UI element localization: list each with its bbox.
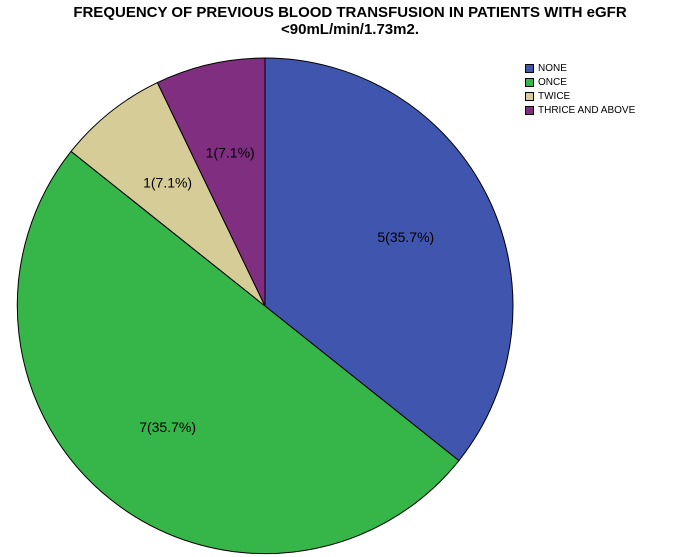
pie-slice-none	[264, 57, 514, 462]
pie-label-thrice-and-above: 1(7.1%)	[206, 144, 255, 160]
legend-item-thrice-and-above: THRICE AND ABOVE	[525, 103, 635, 117]
pie-label-once: 7(35.7%)	[139, 419, 196, 435]
pie-slice-once	[16, 150, 460, 555]
legend-item-once: ONCE	[525, 75, 635, 89]
legend-label-once: ONCE	[538, 76, 567, 88]
chart-title-line-1: FREQUENCY OF PREVIOUS BLOOD TRANSFUSION …	[73, 4, 627, 21]
legend-swatch-twice	[525, 91, 534, 101]
pie-slice-twice	[70, 81, 266, 307]
pie-slice-thrice-and-above	[156, 57, 266, 307]
legend-item-twice: TWICE	[525, 89, 635, 103]
pie-label-none: 5(35.7%)	[377, 229, 434, 245]
chart-title-line-2: <90mL/min/1.73m2.	[281, 21, 419, 38]
legend-label-twice: TWICE	[538, 90, 571, 102]
legend: NONE ONCE TWICE THRICE AND ABOVE	[525, 61, 635, 117]
pie-labels: 5(35.7%) 7(35.7%) 1(7.1%) 1(7.1%)	[139, 144, 434, 435]
pie-label-twice: 1(7.1%)	[143, 175, 192, 191]
legend-swatch-none	[525, 63, 534, 73]
legend-label-none: NONE	[538, 62, 567, 74]
legend-swatch-once	[525, 77, 534, 87]
legend-swatch-thrice-and-above	[525, 105, 534, 115]
chart-title: FREQUENCY OF PREVIOUS BLOOD TRANSFUSION …	[0, 4, 700, 38]
pie-slices	[16, 57, 514, 555]
legend-item-none: NONE	[525, 61, 635, 75]
legend-label-thrice-and-above: THRICE AND ABOVE	[538, 104, 636, 116]
